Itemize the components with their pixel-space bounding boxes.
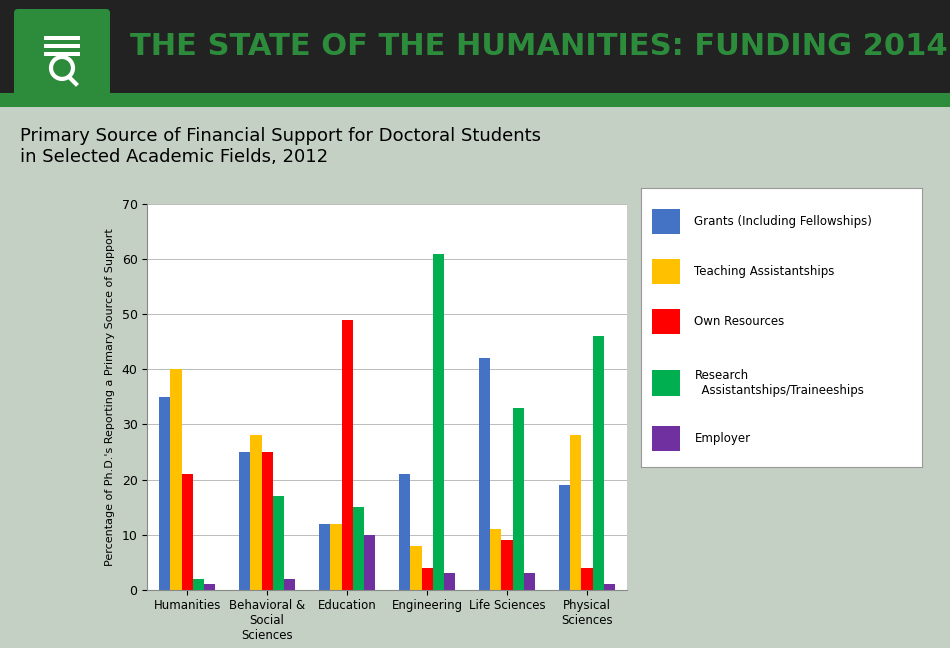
Bar [319,524,331,590]
Bar [410,546,422,590]
Bar [559,485,570,590]
Text: Employer: Employer [694,432,750,445]
Bar [399,474,410,590]
Bar [0,93,950,107]
Bar [44,36,80,40]
Bar [422,568,432,590]
Bar [604,584,615,590]
Text: Own Resources: Own Resources [694,315,785,328]
Bar [653,309,680,334]
Y-axis label: Percentage of Ph.D.'s Reporting a Primary Source of Support: Percentage of Ph.D.'s Reporting a Primar… [104,228,115,566]
Bar [181,474,193,590]
Bar [570,435,581,590]
Text: Primary Source of Financial Support for Doctoral Students
in Selected Academic F: Primary Source of Financial Support for … [20,127,541,166]
Bar [444,573,455,590]
FancyBboxPatch shape [14,9,110,99]
Text: THE STATE OF THE HUMANITIES: FUNDING 2014: THE STATE OF THE HUMANITIES: FUNDING 201… [130,32,947,62]
Bar [490,529,502,590]
Bar [581,568,593,590]
Bar [479,358,490,590]
Bar [653,209,680,234]
Bar [261,452,273,590]
Bar [352,507,364,590]
Text: Teaching Assistantships: Teaching Assistantships [694,265,835,278]
Bar [273,496,284,590]
Bar [342,320,352,590]
Bar [239,452,251,590]
Bar [593,336,604,590]
Bar [284,579,295,590]
Bar [204,584,216,590]
Bar [523,573,535,590]
Bar [653,259,680,284]
Bar [170,369,181,590]
Text: Grants (Including Fellowships): Grants (Including Fellowships) [694,215,872,228]
Text: Research
  Assistantships/Traineeships: Research Assistantships/Traineeships [694,369,864,397]
Bar [432,254,444,590]
Bar [44,52,80,56]
Bar [331,524,342,590]
Bar [44,44,80,48]
Bar [160,397,170,590]
Bar [251,435,261,590]
Bar [502,540,513,590]
Bar [653,371,680,395]
Bar [513,408,523,590]
Bar [653,426,680,451]
Bar [364,535,375,590]
Bar [193,579,204,590]
